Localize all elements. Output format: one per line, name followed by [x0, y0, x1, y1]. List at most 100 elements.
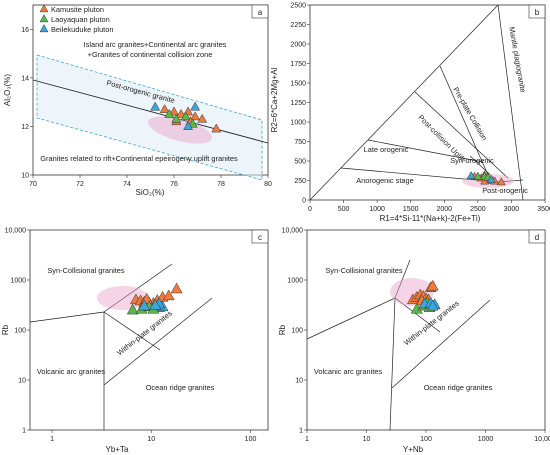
point-b-1-0	[473, 171, 483, 180]
field-boundaries-c	[29, 263, 213, 430]
legend-label-1: Laoyaquan pluton	[51, 15, 110, 24]
y-tick-label-d-4: 10,000	[282, 228, 304, 235]
annotation-b-6: Post-orogenic	[482, 186, 528, 195]
x-tick-label-b-5: 2500	[470, 206, 486, 213]
post-orogenic-boundary-line	[32, 79, 269, 144]
annotation-d-0: Syn-Collisional granites	[325, 266, 403, 275]
axis-label-y-b: R2=6*Ca+2Mg+Al	[270, 67, 279, 132]
axis-label-x-c: Yb+Ta	[106, 445, 129, 454]
x-tick-label-a-2: 74	[123, 181, 131, 188]
x-tick-label-d-1: 10	[363, 436, 371, 443]
points-a	[150, 101, 222, 133]
panel-label-a: a	[258, 8, 263, 17]
point-c-1-0	[126, 303, 139, 315]
legend-marker-1	[39, 14, 49, 23]
point-b-2-1	[486, 174, 496, 183]
x-tick-label-b-6: 3000	[504, 206, 520, 213]
x-tick-label-c-0: 1	[50, 436, 54, 443]
legend-label-0: Kamusite pluton	[51, 5, 104, 14]
annotation-a-1: +Granites of continental collision zone	[88, 50, 213, 59]
panel-label-box-c	[251, 229, 269, 244]
y-tick-label-a-1: 12	[21, 124, 29, 131]
x-tick-label-c-2: 100	[245, 436, 257, 443]
annotation-a-0: Island arc granites+Continental arc gran…	[84, 40, 227, 49]
x-tick-label-a-4: 78	[217, 181, 225, 188]
x-tick-label-a-5: 80	[264, 181, 272, 188]
panel-a: a SiO₂(%) Al₂O₃(%) 70 72 74 76 78 8010121416 …	[3, 4, 272, 197]
point-a-2-2	[183, 121, 194, 130]
point-a-0-4	[190, 111, 201, 121]
y-tick-label-c-1: 10	[18, 378, 26, 385]
sample-cluster-highlight-a	[147, 116, 213, 144]
y-tick-label-b-2: 500	[294, 159, 306, 166]
annotation-d-3: Ocean ridge granites	[424, 383, 493, 392]
annotation-c-1: Within-plate granites	[115, 309, 174, 358]
annotation-b-3: Late orogenic	[364, 145, 409, 154]
annotation-d-2: Volcanic arc granites	[314, 367, 382, 376]
point-b-0-7	[480, 176, 489, 185]
point-a-1-1	[171, 113, 182, 123]
x-tick-label-b-4: 2000	[436, 206, 452, 213]
y-tick-label-b-5: 1250	[290, 100, 306, 107]
y-tick-label-d-1: 10	[295, 378, 303, 385]
x-tick-label-d-2: 100	[420, 436, 432, 443]
y-tick-label-b-8: 2000	[290, 42, 306, 49]
y-tick-label-a-2: 14	[21, 75, 29, 82]
panel-label-d: d	[535, 233, 539, 242]
y-tick-label-c-3: 1000	[10, 278, 26, 285]
point-c-0-7	[162, 289, 175, 301]
y-tick-label-a-0: 10	[21, 173, 29, 180]
panel-label-b: b	[535, 8, 540, 17]
panel-label-box-b	[528, 4, 546, 19]
annotation-c-2: Volcanic arc granites	[37, 367, 105, 376]
annotation-a-3: Granites related to rift+Continental epe…	[40, 154, 238, 163]
y-tick-label-b-4: 1000	[290, 120, 306, 127]
y-tick-label-c-0: 1	[22, 428, 26, 435]
point-d-2-3	[426, 299, 439, 311]
plot-frame-a	[32, 4, 269, 176]
points-b	[466, 170, 506, 186]
x-tick-label-d-0: 1	[305, 436, 309, 443]
y-tick-label-d-0: 1	[299, 428, 303, 435]
annotation-c-0: Syn-Collisional granites	[47, 266, 125, 275]
field-boundaries-d	[306, 259, 491, 431]
point-a-0-2	[176, 108, 186, 118]
y-tick-label-a-3: 16	[21, 27, 29, 34]
y-tick-label-b-7: 1750	[290, 61, 306, 68]
point-a-0-1	[169, 106, 179, 116]
point-a-0-0	[159, 104, 170, 113]
legend-label-2: Beilekuduke pluton	[51, 25, 113, 34]
y-tick-label-c-4: 10,000	[5, 228, 27, 235]
point-b-2-0	[466, 170, 476, 179]
y-tick-label-c-2: 100	[14, 328, 26, 335]
point-a-0-5	[197, 113, 208, 123]
x-tick-label-b-2: 1000	[369, 206, 385, 213]
field-boundaries-b	[309, 4, 524, 201]
y-tick-label-b-9: 2250	[290, 22, 306, 29]
x-tick-label-d-4: 10,000	[534, 436, 550, 443]
y-tick-label-b-3: 750	[294, 139, 306, 146]
y-tick-label-b-0: 0	[302, 198, 306, 205]
panel-c: c 1 10 100 1 10 100 1000 10,000 Yb+Ta Rb Syn-Co…	[1, 228, 269, 454]
axis-label-x-d: Y+Nb	[403, 445, 424, 454]
axis-label-y-c: Rb	[1, 324, 10, 335]
annotation-b-0: Mantle plagiogranite	[507, 26, 527, 93]
point-a-2-0	[150, 101, 161, 111]
points-d	[406, 279, 441, 314]
x-tick-label-b-3: 1500	[403, 206, 419, 213]
x-tick-label-a-3: 76	[170, 181, 178, 188]
point-a-1-2	[180, 111, 191, 121]
points-c	[126, 282, 183, 315]
panel-label-c: c	[258, 233, 262, 242]
y-tick-label-b-10: 2500	[290, 3, 306, 10]
point-a-2-1	[190, 101, 201, 111]
point-c-2-3	[149, 298, 162, 310]
x-tick-label-a-1: 72	[76, 181, 84, 188]
y-tick-label-b-1: 250	[294, 178, 306, 185]
legend-marker-2	[39, 24, 49, 33]
x-tick-label-d-3: 1000	[478, 436, 494, 443]
